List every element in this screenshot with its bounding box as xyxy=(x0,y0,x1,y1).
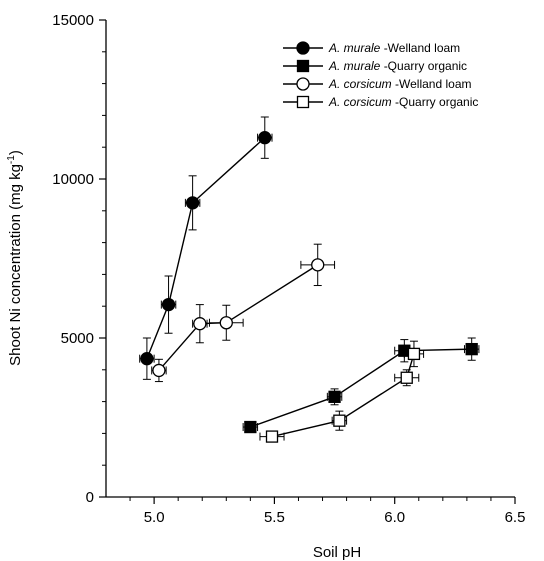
plot-area: 5.0 5.5 6.0 6.5 0 5000 10000 15000 xyxy=(52,12,525,526)
data-point xyxy=(333,414,346,427)
series-3 xyxy=(151,243,336,383)
x-tick-label: 6.5 xyxy=(505,509,526,526)
legend-marker xyxy=(296,95,310,109)
data-point xyxy=(185,196,200,210)
data-point xyxy=(152,363,166,378)
legend-marker xyxy=(296,41,310,55)
x-tick-label: 5.0 xyxy=(144,509,165,526)
data-point xyxy=(244,420,257,434)
data-point xyxy=(161,297,176,312)
data-point xyxy=(465,342,478,356)
series-line xyxy=(271,353,415,438)
legend-soil: -Welland loam xyxy=(384,41,460,55)
y-axis-label: Shoot Ni concentration (mg kg-1) xyxy=(6,150,24,366)
data-point xyxy=(193,317,207,331)
legend-item-3: A. corsicum -Welland loam xyxy=(283,77,472,91)
legend-label: A. corsicum -Welland loam xyxy=(328,77,472,91)
data-point xyxy=(311,258,325,272)
y-axis-label-end: ) xyxy=(7,150,24,155)
data-point xyxy=(258,131,272,145)
legend-marker xyxy=(296,77,310,91)
y-axis-label-sup: -1 xyxy=(6,155,17,164)
legend-species: A. murale xyxy=(328,41,384,55)
data-point xyxy=(400,371,413,384)
series-4 xyxy=(259,340,425,443)
legend-soil: -Welland loam xyxy=(395,77,471,91)
legend-label: A. murale -Quarry organic xyxy=(328,59,467,73)
series-line xyxy=(158,264,319,371)
legend-item-4: A. corsicum -Quarry organic xyxy=(283,95,478,109)
data-point xyxy=(407,347,421,361)
y-axis-label-main: Shoot Ni concentration (mg kg xyxy=(7,164,24,366)
y-tick-label: 0 xyxy=(86,489,94,506)
legend-item-2: A. murale -Quarry organic xyxy=(283,59,467,73)
x-axis-label: Soil pH xyxy=(313,544,361,561)
y-tick-label: 5000 xyxy=(61,330,94,347)
data-point xyxy=(265,430,279,443)
data-point xyxy=(219,316,233,330)
x-tick-label: 5.5 xyxy=(264,509,285,526)
legend-species: A. corsicum xyxy=(328,95,395,109)
data-point xyxy=(140,352,154,366)
legend-species: A. corsicum xyxy=(328,77,395,91)
legend-soil: -Quarry organic xyxy=(384,59,467,73)
legend-label: A. corsicum -Quarry organic xyxy=(328,95,478,109)
series-1 xyxy=(139,116,273,380)
legend-species: A. murale xyxy=(328,59,384,73)
y-tick-label: 10000 xyxy=(52,171,94,188)
legend-label: A. murale -Welland loam xyxy=(328,41,460,55)
series-line xyxy=(146,137,266,359)
x-tick-label: 6.0 xyxy=(384,509,405,526)
legend-soil: -Quarry organic xyxy=(395,95,478,109)
series-2 xyxy=(242,337,480,434)
legend-item-1: A. murale -Welland loam xyxy=(283,41,460,55)
data-point xyxy=(328,390,341,403)
series-line xyxy=(250,348,472,428)
legend-marker xyxy=(296,59,310,73)
y-tick-label: 15000 xyxy=(52,12,94,29)
